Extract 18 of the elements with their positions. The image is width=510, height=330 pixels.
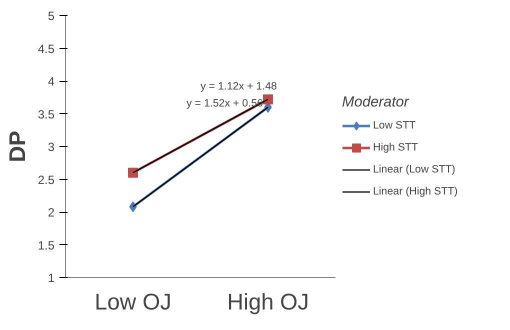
legend-label: Linear (Low STT)	[373, 163, 456, 175]
legend-title: Moderator	[342, 94, 410, 110]
y-tick-label: 1.5	[38, 238, 55, 252]
y-tick-label: 4	[48, 74, 55, 88]
x-tick-label: Low OJ	[94, 288, 172, 314]
y-tick-label: 2	[48, 206, 55, 220]
annotation: y = 1.12x + 1.48	[200, 80, 277, 92]
y-tick-label: 3	[48, 140, 55, 154]
x-tick-label: High OJ	[227, 288, 309, 314]
y-tick-label: 3.5	[38, 107, 55, 122]
y-tick-label: 4.5	[38, 42, 55, 56]
y-tick-label: 2.5	[38, 172, 55, 187]
legend-label: Low STT	[373, 119, 416, 131]
y-axis-title: DP	[4, 130, 30, 162]
y-tick-label: 1	[48, 271, 55, 285]
legend-label: High STT	[373, 141, 418, 153]
legend-label: Linear (High STT)	[373, 185, 458, 197]
y-tick-label: 5	[48, 9, 55, 23]
